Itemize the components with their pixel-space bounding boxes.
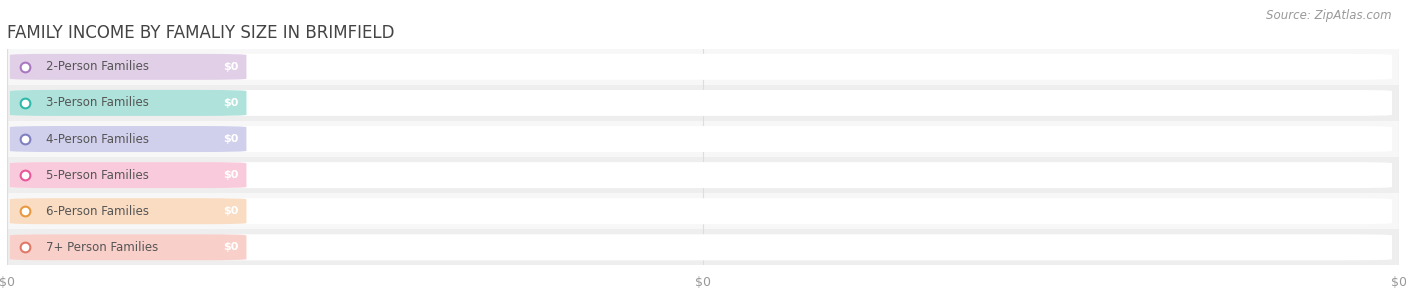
Text: $0: $0: [222, 242, 238, 252]
FancyBboxPatch shape: [10, 162, 1392, 188]
Bar: [7, 193, 1399, 229]
FancyBboxPatch shape: [10, 126, 1392, 152]
Text: 5-Person Families: 5-Person Families: [46, 169, 149, 181]
Text: Source: ZipAtlas.com: Source: ZipAtlas.com: [1267, 9, 1392, 22]
Bar: [7, 229, 1399, 265]
Text: 6-Person Families: 6-Person Families: [46, 205, 149, 218]
FancyBboxPatch shape: [10, 162, 246, 188]
Text: FAMILY INCOME BY FAMALIY SIZE IN BRIMFIELD: FAMILY INCOME BY FAMALIY SIZE IN BRIMFIE…: [7, 24, 395, 42]
FancyBboxPatch shape: [10, 90, 1392, 116]
Text: $0: $0: [222, 170, 238, 180]
FancyBboxPatch shape: [10, 54, 1392, 80]
FancyBboxPatch shape: [10, 54, 246, 80]
FancyBboxPatch shape: [10, 198, 246, 224]
Bar: [7, 121, 1399, 157]
Bar: [7, 49, 1399, 85]
Text: $0: $0: [222, 134, 238, 144]
Text: $0: $0: [222, 98, 238, 108]
FancyBboxPatch shape: [10, 90, 246, 116]
FancyBboxPatch shape: [10, 198, 1392, 224]
FancyBboxPatch shape: [10, 234, 1392, 260]
Text: $0: $0: [222, 62, 238, 72]
Text: $0: $0: [222, 206, 238, 216]
Text: 2-Person Families: 2-Person Families: [46, 60, 149, 73]
Bar: [7, 85, 1399, 121]
Text: 3-Person Families: 3-Person Families: [46, 96, 149, 109]
FancyBboxPatch shape: [10, 234, 246, 260]
FancyBboxPatch shape: [10, 126, 246, 152]
Text: 4-Person Families: 4-Person Families: [46, 133, 149, 145]
Text: 7+ Person Families: 7+ Person Families: [46, 241, 159, 254]
Bar: [7, 157, 1399, 193]
